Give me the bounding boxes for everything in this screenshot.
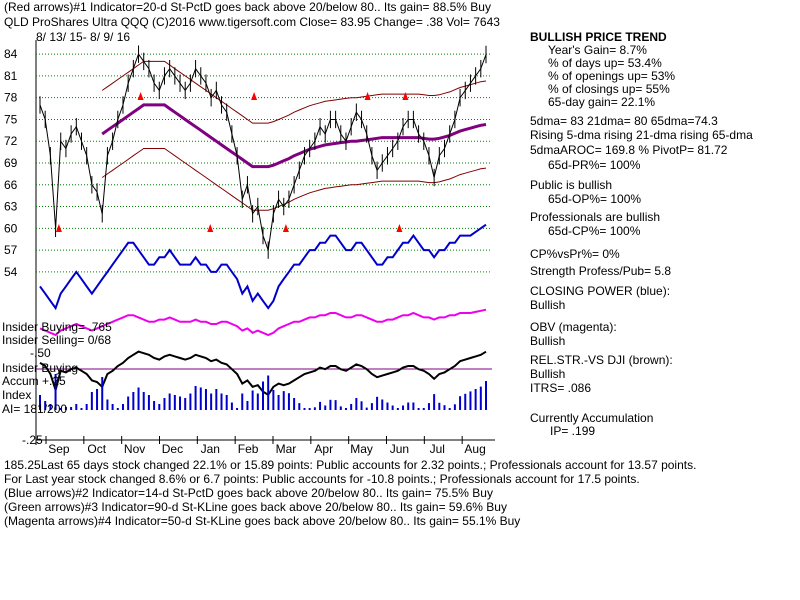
x-tick-label: Nov [124, 442, 145, 456]
minus25-label: -.25 [22, 433, 43, 447]
chart-title-line: QLD ProShares Ultra QQQ (C)2016 www.tige… [4, 15, 500, 29]
ai-label: AI= 181/200 [2, 402, 68, 416]
accumulation-status: Currently Accumulation [530, 411, 654, 425]
insider-buying-label-2: Insider Buying [2, 361, 79, 375]
y-tick-label: 72 [4, 134, 18, 148]
x-tick-label: Aug [464, 442, 485, 456]
index-label: Index [2, 388, 32, 402]
insider-selling-label: Insider Selling= 0/68 [2, 333, 112, 347]
y-tick-label: 69 [4, 156, 18, 170]
obv-status: Bullish [530, 334, 566, 348]
itrs-value: ITRS= .086 [530, 381, 592, 395]
lower-band-line [101, 148, 487, 211]
x-tick-label: Mar [276, 442, 297, 456]
y-tick-label: 84 [4, 47, 18, 61]
red-arrow [55, 224, 62, 232]
y-tick-label: 54 [4, 265, 18, 279]
aroc-pivot: 5dmaAROC= 169.8 % PivotP= 81.72 [530, 143, 728, 157]
x-tick-label: May [350, 442, 373, 456]
accum-label: Accum +.25 [2, 374, 66, 388]
openings-up: % of openings up= 53% [548, 69, 676, 83]
red-arrow [364, 92, 371, 100]
red-arrow [396, 224, 403, 232]
footer-line-4: (Green arrows)#3 Indicator=90-d St-KLine… [4, 500, 507, 514]
red-arrow [137, 92, 144, 100]
cp-percent: 65d-CP%= 100% [548, 224, 641, 238]
footer-line-3: (Blue arrows)#2 Indicator=14-d St-PctD g… [4, 486, 493, 500]
days-up: % of days up= 53.4% [548, 56, 662, 70]
day65-gain: 65-day gain= 22.1% [548, 95, 656, 109]
footer-line-5: (Magenta arrows)#4 Indicator=50-d St-KLi… [4, 514, 521, 528]
date-range: 8/ 13/ 15- 8/ 9/ 16 [36, 30, 131, 44]
relstr-status: Bullish [530, 367, 566, 381]
x-tick-label: Apr [314, 442, 333, 456]
x-tick-label: Jun [390, 442, 409, 456]
y-tick-label: 78 [4, 91, 18, 105]
footer-line-2: For Last year stock changed 8.6% or 6.7 … [4, 472, 640, 486]
ma65-line [101, 103, 487, 169]
y-tick-label: 60 [4, 221, 18, 235]
closings-up: % of closings up= 55% [548, 82, 670, 96]
x-tick-label: Oct [87, 442, 106, 456]
closing-power-label: CLOSING POWER (blue): [530, 284, 671, 298]
red-arrow [207, 224, 214, 232]
minus50-label: -.50 [30, 346, 51, 360]
x-tick-label: Sep [48, 442, 70, 456]
x-tick-label: Jan [201, 442, 220, 456]
public-status: Public is bullish [530, 178, 613, 192]
dma-rising: Rising 5-dma rising 21-dma rising 65-dma [530, 128, 753, 142]
cp-vs-pr: CP%vsPr%= 0% [530, 247, 620, 261]
strength-ratio: Strength Profess/Pub= 5.8 [530, 264, 672, 278]
trend-heading: BULLISH PRICE TREND [530, 30, 667, 44]
x-tick-label: Jul [430, 442, 445, 456]
obv-line [39, 308, 487, 337]
professionals-status: Professionals are bullish [530, 210, 661, 224]
years-gain: Year's Gain= 8.7% [548, 43, 647, 57]
upper-band-line [101, 60, 487, 124]
y-tick-label: 66 [4, 178, 18, 192]
y-tick-label: 57 [4, 243, 18, 257]
y-tick-label: 63 [4, 200, 18, 214]
closing-power-status: Bullish [530, 298, 566, 312]
y-tick-label: 75 [4, 112, 18, 126]
pr-percent: 65d-PR%= 100% [548, 158, 641, 172]
closing-power-line [39, 223, 487, 311]
ip-value: IP= .199 [550, 424, 596, 438]
red-arrow [251, 92, 258, 100]
dma-values: 5dma= 83 21dma= 80 65dma=74.3 [530, 114, 718, 128]
red-arrow [282, 224, 289, 232]
red-arrow [402, 92, 409, 100]
op-percent: 65d-OP%= 100% [548, 192, 642, 206]
obv-label: OBV (magenta): [530, 320, 617, 334]
y-tick-label: 81 [4, 69, 18, 83]
relstr-label: REL.STR.-VS DJI (brown): [530, 353, 673, 367]
insider-buying-label: Insider Buying= .765 [2, 320, 112, 334]
x-tick-label: Dec [162, 442, 183, 456]
indicator-1-line: (Red arrows)#1 Indicator=20-d St-PctD go… [4, 0, 491, 14]
footer-line-1: 185.25Last 65 days stock changed 22.1% o… [4, 458, 697, 472]
price-line [39, 53, 487, 251]
x-tick-label: Feb [238, 442, 259, 456]
